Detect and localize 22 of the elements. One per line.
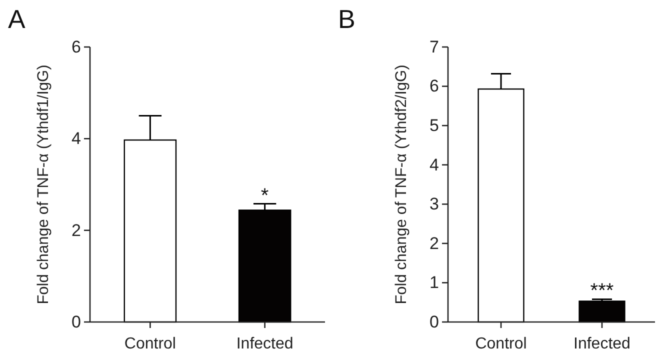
- annotation: *: [260, 184, 269, 207]
- chart-title: A: [8, 4, 26, 34]
- y-tick-label: 5: [430, 116, 439, 136]
- y-tick-label: 2: [430, 234, 439, 253]
- x-tick-label: Control: [475, 336, 527, 352]
- x-tick-label: Infected: [574, 336, 630, 352]
- x-tick-label: Control: [124, 336, 176, 352]
- y-tick-label: 7: [430, 37, 439, 56]
- x-tick-label: Infected: [236, 336, 294, 352]
- y-tick-label: 6: [430, 76, 439, 96]
- y-tick-label: 6: [72, 37, 81, 56]
- y-tick-label: 4: [72, 129, 81, 148]
- y-tick-label: 3: [430, 194, 439, 214]
- annotation: ***: [590, 280, 614, 302]
- y-axis-title: Fold change of TNF-α (Ythdf1/IgG): [35, 64, 52, 304]
- y-tick-label: 0: [72, 312, 81, 332]
- y-tick-label: 1: [430, 273, 439, 292]
- y-tick-label: 2: [72, 220, 81, 240]
- y-tick-label: 4: [430, 155, 439, 174]
- y-tick-label: 0: [430, 312, 439, 332]
- chart-title: B: [338, 4, 356, 34]
- y-axis-title: Fold change of TNF-α (Ythdf2/IgG): [393, 64, 410, 304]
